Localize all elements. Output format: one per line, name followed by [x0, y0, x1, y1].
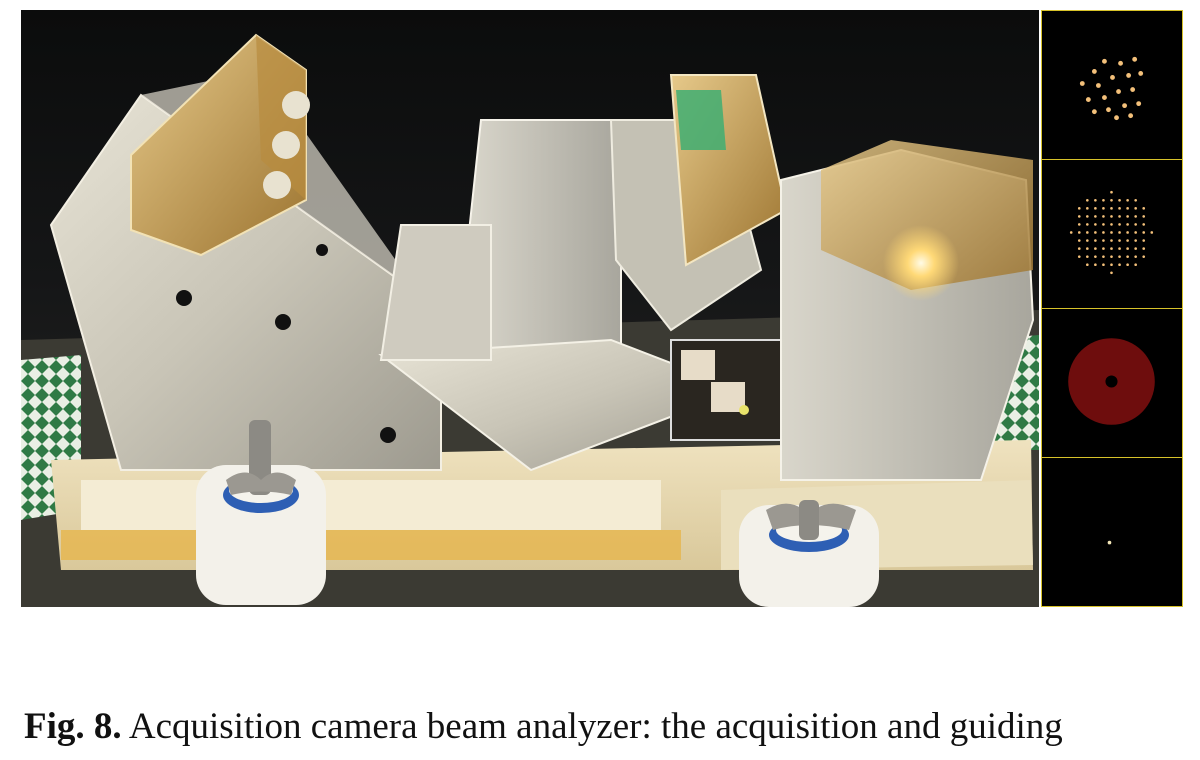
- grid-spot: [1094, 215, 1097, 218]
- grid-spot: [1110, 223, 1113, 226]
- grid-spot: [1077, 215, 1081, 218]
- figure-label: Fig. 8.: [24, 706, 122, 747]
- grid-spot: [1118, 247, 1121, 250]
- grid-spot: [1134, 263, 1137, 267]
- grid-spot: [1126, 247, 1129, 250]
- grid-spot: [1118, 255, 1121, 258]
- grid-spot: [1126, 198, 1129, 202]
- grid-spot: [1134, 223, 1137, 226]
- grid-spot: [1118, 223, 1121, 226]
- grid-spot: [1126, 231, 1129, 234]
- grid-spot: [1118, 215, 1121, 218]
- grid-spot: [1134, 207, 1137, 210]
- grid-spot: [1126, 239, 1129, 242]
- grid-spot: [1094, 255, 1097, 258]
- grid-spot: [1110, 198, 1113, 202]
- grid-spot: [1118, 207, 1121, 210]
- prism-assembly-illustration: [21, 10, 1039, 607]
- grid-spot: [1086, 223, 1089, 226]
- grid-spot: [1118, 239, 1121, 242]
- grid-spot: [1134, 231, 1137, 234]
- grid-spot: [1086, 247, 1089, 250]
- grid-spot: [1102, 198, 1105, 202]
- grid-spot: [1126, 223, 1129, 226]
- grid-spot: [1102, 255, 1105, 258]
- grid-spot: [1126, 215, 1129, 218]
- grid-spot: [1110, 247, 1113, 250]
- grid-spot: [1102, 247, 1105, 250]
- dense-spot-grid-image: [1042, 160, 1182, 308]
- spot-pattern-panel-single: [1042, 458, 1182, 606]
- annular-disk-image: [1042, 309, 1182, 457]
- grid-spot: [1086, 263, 1089, 267]
- grid-spot: [1142, 215, 1146, 218]
- grid-spot: [1086, 207, 1089, 210]
- grid-spot: [1110, 207, 1113, 210]
- grid-spot: [1142, 247, 1146, 250]
- grid-spot: [1077, 247, 1081, 250]
- grid-spot: [1094, 223, 1097, 226]
- grid-spot: [1142, 239, 1146, 242]
- grid-spot: [1094, 231, 1097, 234]
- grid-spot: [1102, 231, 1105, 234]
- grid-spot: [1077, 239, 1081, 242]
- grid-spot: [1094, 198, 1097, 202]
- grid-spot: [1126, 263, 1129, 267]
- spot-pattern-panel-annulus: [1042, 309, 1182, 458]
- single-spot-image: [1042, 458, 1182, 606]
- grid-spot: [1142, 223, 1146, 226]
- grid-spot: [1086, 215, 1089, 218]
- grid-spot: [1077, 231, 1081, 234]
- grid-spot: [1134, 247, 1137, 250]
- grid-spot: [1086, 239, 1089, 242]
- grid-spot: [1126, 255, 1129, 258]
- grid-spot: [1134, 198, 1137, 202]
- grid-spot: [1102, 207, 1105, 210]
- grid-spot: [1102, 263, 1105, 267]
- grid-spot: [1086, 231, 1089, 234]
- grid-spot: [1102, 215, 1105, 218]
- grid-spot: [1102, 239, 1105, 242]
- grid-spot: [1102, 223, 1105, 226]
- grid-spot: [1094, 239, 1097, 242]
- grid-spot: [1110, 215, 1113, 218]
- grid-spot: [1118, 263, 1121, 267]
- grid-spot: [1086, 255, 1089, 258]
- grid-spot: [1142, 255, 1146, 258]
- figure-caption: Fig. 8. Acquisition camera beam analyzer…: [24, 704, 1184, 750]
- beam-analyzer-photo: [21, 10, 1039, 607]
- grid-spot: [1110, 271, 1113, 275]
- grid-spot: [1110, 263, 1113, 267]
- grid-spot: [1077, 223, 1081, 226]
- grid-spot: [1142, 231, 1146, 234]
- grid-spot: [1126, 207, 1129, 210]
- grid-spot: [1134, 215, 1137, 218]
- grid-spot: [1118, 198, 1121, 202]
- grid-spot: [1110, 255, 1113, 258]
- grid-spot: [1110, 190, 1113, 194]
- grid-spot: [1086, 198, 1089, 202]
- spot-pattern-panel-grid: [1042, 160, 1182, 309]
- grid-spot: [1134, 239, 1137, 242]
- grid-spot: [1094, 247, 1097, 250]
- grid-spot: [1118, 231, 1121, 234]
- beam-pattern-strip: [1041, 10, 1183, 607]
- grid-spot: [1134, 255, 1137, 258]
- spot-pattern-panel-sparse: [1042, 11, 1182, 160]
- grid-spot: [1069, 231, 1073, 234]
- grid-spot: [1077, 255, 1081, 258]
- caption-text: Acquisition camera beam analyzer: the ac…: [121, 706, 1063, 747]
- grid-spot: [1094, 263, 1097, 267]
- grid-spot: [1077, 207, 1081, 210]
- sparse-spot-array-image: [1042, 11, 1182, 159]
- grid-spot: [1110, 239, 1113, 242]
- grid-spot: [1142, 207, 1146, 210]
- grid-spot: [1110, 231, 1113, 234]
- grid-spot: [1150, 231, 1154, 234]
- grid-spot: [1094, 207, 1097, 210]
